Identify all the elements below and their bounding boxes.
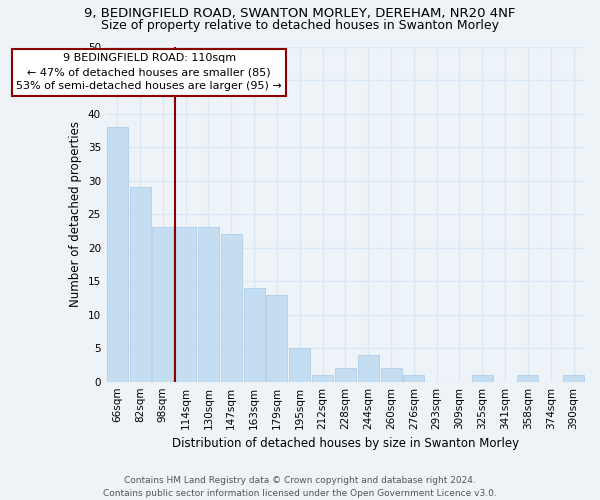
Bar <box>380 368 401 382</box>
X-axis label: Distribution of detached houses by size in Swanton Morley: Distribution of detached houses by size … <box>172 437 519 450</box>
Y-axis label: Number of detached properties: Number of detached properties <box>69 121 82 307</box>
Text: Contains HM Land Registry data © Crown copyright and database right 2024.
Contai: Contains HM Land Registry data © Crown c… <box>103 476 497 498</box>
Bar <box>358 355 379 382</box>
Bar <box>198 228 219 382</box>
Bar <box>107 127 128 382</box>
Bar <box>563 375 584 382</box>
Text: 9 BEDINGFIELD ROAD: 110sqm
← 47% of detached houses are smaller (85)
53% of semi: 9 BEDINGFIELD ROAD: 110sqm ← 47% of deta… <box>16 53 282 91</box>
Bar <box>472 375 493 382</box>
Text: Size of property relative to detached houses in Swanton Morley: Size of property relative to detached ho… <box>101 18 499 32</box>
Bar <box>152 228 173 382</box>
Text: 9, BEDINGFIELD ROAD, SWANTON MORLEY, DEREHAM, NR20 4NF: 9, BEDINGFIELD ROAD, SWANTON MORLEY, DER… <box>85 8 515 20</box>
Bar <box>403 375 424 382</box>
Bar <box>244 288 265 382</box>
Bar <box>266 294 287 382</box>
Bar <box>175 228 196 382</box>
Bar <box>312 375 333 382</box>
Bar <box>221 234 242 382</box>
Bar <box>289 348 310 382</box>
Bar <box>335 368 356 382</box>
Bar <box>517 375 538 382</box>
Bar <box>130 188 151 382</box>
